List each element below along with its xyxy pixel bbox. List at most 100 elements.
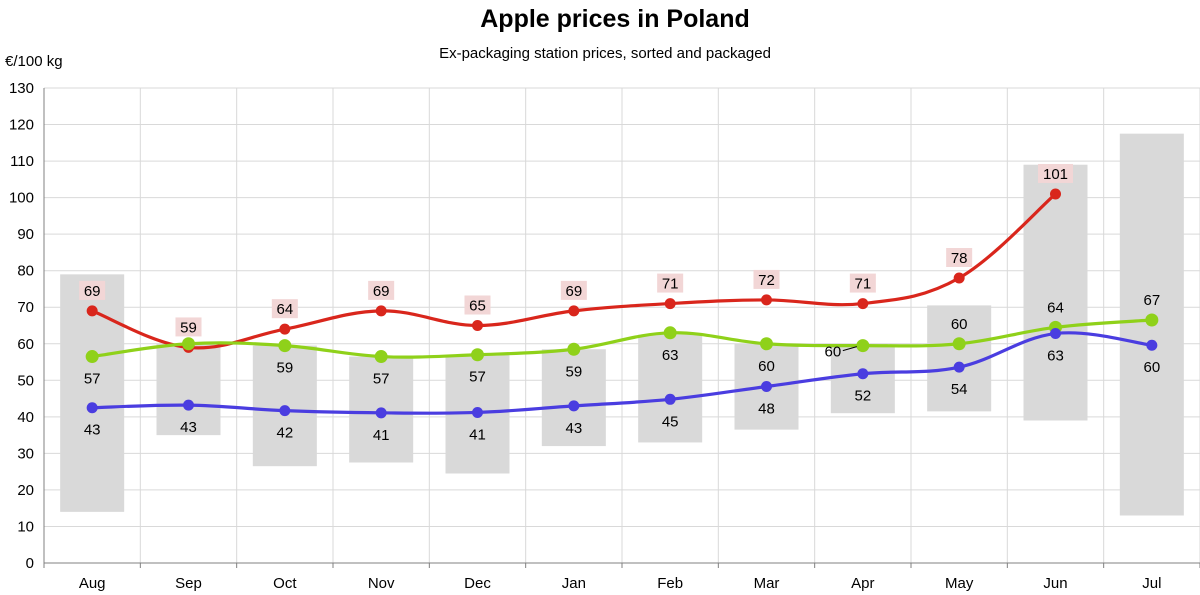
range-bar-may [927,305,992,412]
series-0-point-nov [375,305,387,317]
y-tick-label: 50 [17,372,34,389]
data-label-bg [79,280,106,300]
series-0-point-feb [664,298,676,310]
series-2-point-jun [1050,328,1061,340]
y-tick-label: 70 [17,299,34,316]
series-1-point-jan [567,342,581,356]
x-tick-label-sep: Sep [175,575,202,592]
data-label-series-0-dec: 65 [469,298,486,315]
series-2-point-jul [1146,339,1158,351]
x-tick-label-nov: Nov [368,575,395,592]
data-label-series-1-nov: 57 [373,371,390,388]
data-label-series-2-may: 54 [951,381,968,398]
range-bar-jun [1023,164,1088,421]
series-2-point-mar [761,381,772,393]
data-label-series-2-dec: 41 [469,426,486,443]
data-label-series-2-mar: 48 [758,401,775,418]
data-label-series-1-may: 60 [951,316,968,333]
data-label-bg [271,299,298,319]
range-bar-sep [156,343,221,436]
data-label-series-0-jun: 101 [1043,166,1068,183]
data-label-series-1-jun: 64 [1047,299,1064,316]
data-labels: 69 59 64 69 65 69 71 72 71 78 101 57 59 57 57 59 63 60 60 6… [79,163,1160,444]
x-tick-label-aug: Aug [79,575,106,592]
series-1-point-feb [663,326,677,340]
data-label-bg [175,317,202,337]
y-tick-label: 30 [17,445,34,462]
range-bar-feb [638,334,703,443]
x-tick-label-feb: Feb [657,575,683,592]
series-line-2 [92,331,1153,415]
series-0-point-jun [1050,188,1061,200]
series-2-point-aug [86,402,98,414]
series-0-point-mar [761,294,772,306]
axes [43,88,1200,568]
data-label-series-0-jan: 69 [565,283,582,300]
series-1-point-dec [471,348,484,362]
data-label-series-2-feb: 45 [662,413,679,430]
data-label-series-2-jun: 63 [1047,348,1064,365]
range-bar-jan [541,349,606,447]
series-2-point-may [953,361,965,373]
data-label-bg [657,273,684,293]
series-2-point-jan [568,400,580,412]
data-label-series-1-feb: 63 [662,347,679,364]
series-1-point-mar [760,337,773,351]
data-label-series-1-dec: 57 [469,369,486,386]
data-label-series-0-mar: 72 [758,272,775,289]
range-bar-apr [830,345,895,414]
series-2-point-nov [375,407,387,419]
series-1-point-oct [278,339,292,353]
data-label-bg [464,295,491,315]
data-label-series-1-mar: 60 [758,358,775,375]
series-2-point-dec [472,406,483,418]
data-label-bg [560,280,587,300]
data-label-series-1-oct: 59 [276,360,293,377]
y-tick-label: 100 [9,190,34,207]
tick-labels: 0 10 20 30 40 50 60 70 80 90 100 110 120 130 Aug Sep Oct… [9,80,1161,592]
data-label-series-2-jul: 60 [1143,359,1160,376]
data-label-series-1-jul: 67 [1143,292,1160,309]
series-line-1 [91,318,1152,359]
y-tick-label: 80 [17,263,34,280]
data-label-bg [368,280,395,300]
y-tick-label: 40 [17,409,34,426]
x-tick-label-jul: Jul [1142,575,1161,592]
data-label-leader [842,346,857,352]
data-label-bg [849,273,876,293]
series-0-point-apr [857,298,869,310]
series-1-point-jul [1145,313,1159,327]
y-tick-label: 90 [17,226,34,243]
range-bars [60,133,1184,516]
data-label-series-2-aug: 43 [84,422,101,439]
series-lines [85,188,1159,419]
series-2-point-apr [857,368,869,380]
data-label-series-0-sep: 59 [180,319,197,336]
y-tick-label: 130 [9,80,34,97]
series-2-point-oct [279,405,291,417]
x-tick-label-jun: Jun [1043,575,1067,592]
series-2 [86,328,1158,419]
x-tick-label-apr: Apr [851,575,874,592]
data-label-series-2-oct: 42 [276,425,293,442]
series-1-point-nov [374,350,388,364]
series-0-point-may [953,272,965,284]
x-tick-label-jan: Jan [562,575,586,592]
series-1 [85,313,1159,364]
chart-title: Apple prices in Poland [480,5,750,33]
y-tick-label: 110 [10,153,34,170]
y-axis-unit-label: €/100 kg [5,53,63,70]
y-tick-label: 20 [17,482,34,499]
data-label-series-0-oct: 64 [276,301,293,318]
chart-subtitle: Ex-packaging station prices, sorted and … [439,45,771,62]
data-label-series-0-feb: 71 [662,276,679,293]
data-label-series-0-apr: 71 [854,276,871,293]
data-label-series-2-jan: 43 [565,420,582,437]
series-0-point-aug [86,305,98,317]
x-tick-label-dec: Dec [464,575,491,592]
series-1-point-may [952,337,966,351]
series-1-point-aug [85,350,99,364]
data-label-series-1-aug: 57 [84,371,101,388]
data-label-series-0-may: 78 [951,250,968,267]
